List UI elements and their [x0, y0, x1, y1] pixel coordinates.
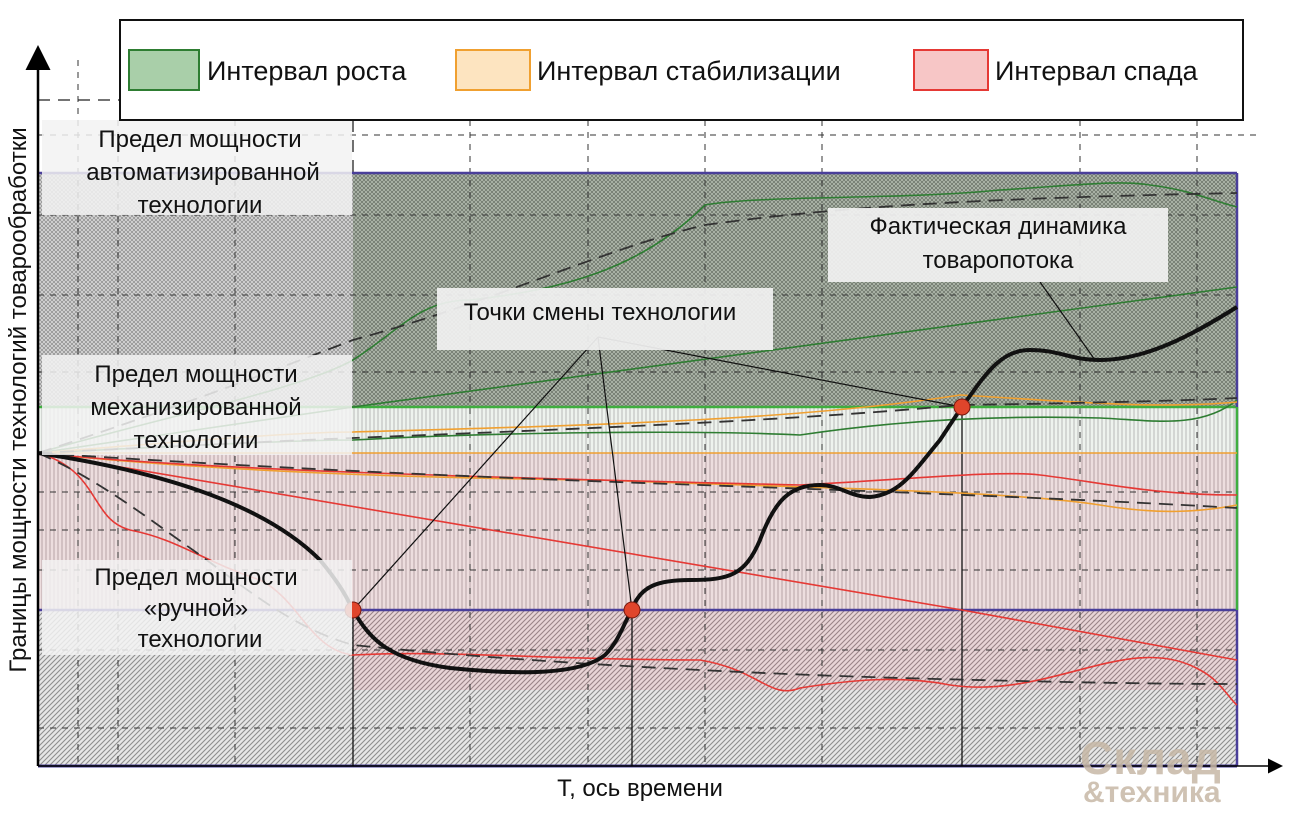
watermark-text-2: &техника: [1083, 776, 1221, 809]
legend-label-stabilization: Интервал стабилизации: [537, 56, 841, 86]
manual-label-2: «ручной»: [144, 595, 248, 622]
change-verticals: [352, 407, 963, 766]
actual-label-1: Фактическая динамика: [870, 213, 1128, 240]
legend-swatch-growth: [128, 49, 200, 91]
y-axis-label: Границы мощности технологий товарообрабо…: [5, 127, 32, 672]
legend-label-growth: Интервал роста: [207, 56, 407, 86]
manual-label-3: технологии: [138, 626, 263, 653]
change-point-2: [623, 601, 641, 619]
legend-label-decline: Интервал спада: [995, 56, 1199, 86]
automated-label-2: автоматизированной: [86, 159, 320, 186]
legend-swatch-stabilization: [455, 49, 531, 91]
mechanized-label-1: Предел мощности: [94, 361, 297, 388]
x-axis-label: Т, ось времени: [557, 775, 723, 802]
automated-label-1: Предел мощности: [98, 126, 301, 153]
manual-label-1: Предел мощности: [94, 564, 297, 591]
mechanized-label-2: механизированной: [90, 394, 301, 421]
watermark-logo: Склад &техника: [1080, 732, 1221, 809]
mechanized-label-3: технологии: [134, 427, 259, 454]
change-point-3: [953, 398, 971, 416]
actual-label-2: товаропотока: [923, 247, 1075, 274]
automated-label-3: технологии: [138, 192, 263, 219]
legend: Интервал роста Интервал стабилизации Инт…: [119, 19, 1244, 121]
change-points-label: Точки смены технологии: [464, 299, 737, 326]
watermark-text-1: Склад: [1080, 732, 1221, 784]
legend-swatch-decline: [913, 49, 989, 91]
